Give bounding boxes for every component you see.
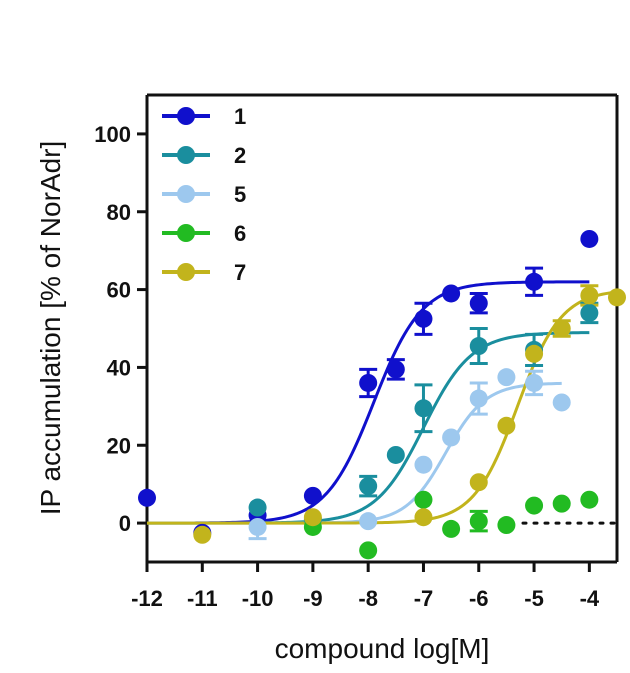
data-point-series-6 [469, 512, 488, 531]
data-point-series-2 [469, 337, 488, 356]
fit-curve-series-7 [147, 290, 618, 525]
fit-curves [147, 280, 618, 525]
data-point-series-5 [525, 373, 544, 392]
data-point-series-1 [303, 486, 322, 505]
legend-marker [177, 224, 195, 242]
legend-entry-6: 6 [162, 221, 246, 246]
legend-label: 6 [234, 221, 246, 246]
x-axis-title: compound log[M] [275, 633, 490, 664]
legend-marker [177, 146, 195, 164]
data-point-series-1 [525, 272, 544, 291]
data-point-series-5 [552, 393, 571, 412]
x-tick-label: -9 [303, 586, 323, 611]
x-tick-label: -6 [469, 586, 489, 611]
x-tick-label: -7 [414, 586, 434, 611]
data-point-series-7 [525, 344, 544, 363]
legend-label: 7 [234, 260, 246, 285]
legend: 1 2 5 6 7 [162, 104, 246, 285]
legend-label: 5 [234, 182, 246, 207]
data-point-series-6 [497, 516, 516, 535]
data-point-series-1 [386, 360, 405, 379]
legend-marker [177, 263, 195, 281]
legend-marker [177, 107, 195, 125]
data-point-series-1 [580, 229, 599, 248]
data-point-series-6 [359, 541, 378, 560]
y-tick-label: 40 [107, 355, 131, 380]
legend-entry-1: 1 [162, 104, 246, 129]
x-tick-label: -5 [524, 586, 544, 611]
y-tick-label: 80 [107, 200, 131, 225]
legend-entry-7: 7 [162, 260, 246, 285]
x-tick-label: -12 [131, 586, 163, 611]
data-point-series-1 [359, 373, 378, 392]
data-point-series-7 [303, 508, 322, 527]
data-point-series-2 [359, 477, 378, 496]
data-point-series-2 [248, 498, 267, 517]
y-tick-label: 20 [107, 433, 131, 458]
data-point-series-7 [414, 508, 433, 527]
y-axis-ticks: 0 20 40 60 80 100 [94, 122, 147, 536]
data-point-series-2 [386, 445, 405, 464]
legend-entry-2: 2 [162, 143, 246, 168]
data-point-series-7 [580, 286, 599, 305]
data-point-series-6 [525, 496, 544, 515]
data-point-series-1 [469, 294, 488, 313]
legend-marker [177, 185, 195, 203]
data-point-series-2 [580, 303, 599, 322]
data-point-series-7 [469, 473, 488, 492]
data-point-series-5 [469, 389, 488, 408]
x-axis-ticks: -12 -11 -10 -9 -8 -7 -6 -5 -4 [131, 562, 600, 611]
plot-frame [145, 93, 619, 564]
data-point-series-7 [193, 525, 212, 544]
data-point-series-2 [414, 399, 433, 418]
legend-label: 2 [234, 143, 246, 168]
data-point-series-7 [552, 319, 571, 338]
x-tick-label: -4 [580, 586, 600, 611]
data-point-series-5 [414, 455, 433, 474]
data-point-series-5 [359, 512, 378, 531]
data-point-series-7 [497, 416, 516, 435]
y-tick-label: 0 [119, 511, 131, 536]
y-tick-label: 60 [107, 278, 131, 303]
y-tick-label: 100 [94, 122, 131, 147]
data-points [138, 229, 626, 560]
data-point-series-5 [442, 428, 461, 447]
x-tick-label: -8 [358, 586, 378, 611]
data-point-series-1 [414, 309, 433, 328]
y-axis-title: IP accumulation [% of NorAdr] [35, 141, 66, 516]
data-point-series-7 [608, 288, 626, 307]
data-point-series-5 [497, 368, 516, 387]
data-point-series-5 [248, 517, 267, 536]
legend-entry-5: 5 [162, 182, 246, 207]
x-tick-label: -11 [187, 586, 218, 611]
x-tick-label: -10 [242, 586, 274, 611]
data-point-series-1 [138, 488, 156, 507]
data-point-series-6 [414, 490, 433, 509]
data-point-series-6 [580, 490, 599, 509]
data-point-series-6 [442, 519, 461, 538]
data-point-series-1 [442, 284, 461, 303]
legend-label: 1 [234, 104, 246, 129]
data-point-series-6 [552, 494, 571, 513]
